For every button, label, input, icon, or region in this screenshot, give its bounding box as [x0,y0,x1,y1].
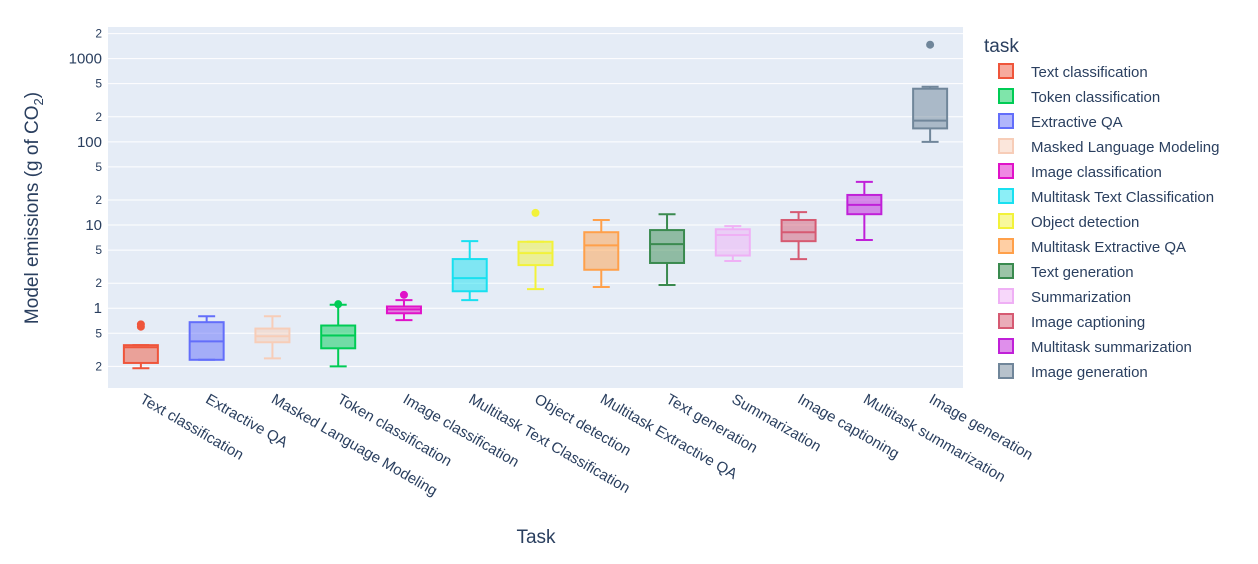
legend: task Text classification Token classifica… [984,36,1219,381]
outlier-point [136,320,145,329]
box-token-classification [320,300,357,368]
legend-item[interactable]: Token classification [998,88,1160,106]
legend-swatch [998,363,1014,379]
legend-item[interactable]: Text generation [998,263,1134,281]
box-image-classification [385,290,422,322]
legend-label: Extractive QA [1031,114,1123,131]
box-iqr [122,344,159,364]
legend-item[interactable]: Text classification [998,63,1148,81]
y-tick-label: 2 [95,276,102,290]
box-text-classification [122,320,159,370]
y-tick-label: 2 [95,193,102,207]
legend-swatch [998,163,1014,179]
legend-label: Image generation [1031,364,1148,381]
box-iqr [583,231,620,271]
legend-label: Image classification [1031,164,1162,181]
plot-area [108,27,963,388]
box-iqr [451,258,488,293]
legend-label: Masked Language Modeling [1031,139,1219,156]
box-extractive-qa [188,315,225,361]
y-axis-title-subscript: 2 [31,98,46,105]
legend-label: Multitask summarization [1031,339,1192,356]
legend-item[interactable]: Extractive QA [998,113,1123,131]
y-axis-title: Model emissions (g of CO2) [22,92,46,324]
y-tick-label: 5 [95,77,102,91]
box-iqr [780,218,817,243]
box-object-detection [517,208,554,291]
legend-label: Summarization [1031,289,1131,306]
x-axis-title: Task [516,527,556,548]
y-tick-label: 5 [95,160,102,174]
legend-item[interactable]: Object detection [998,213,1139,231]
box-text-generation [649,213,686,287]
legend-title: task [984,36,1019,57]
legend-swatch [998,288,1014,304]
y-tick-label: 5 [95,326,102,340]
legend-label: Image captioning [1031,314,1145,331]
box-iqr [714,228,751,257]
legend-swatch [998,113,1014,129]
legend-swatch [998,88,1014,104]
box-summarization [714,225,751,262]
box-image-captioning [780,211,817,261]
legend-item[interactable]: Image classification [998,163,1162,181]
legend-item[interactable]: Image generation [998,363,1148,381]
legend-swatch [998,138,1014,154]
y-tick-label: 10 [85,217,102,234]
box-iqr [912,87,949,130]
legend-label: Token classification [1031,89,1160,106]
box-iqr [320,324,357,350]
box-image-generation [912,40,949,143]
legend-swatch [998,238,1014,254]
legend-item[interactable]: Summarization [998,288,1131,306]
legend-swatch [998,213,1014,229]
outlier-point [926,40,935,49]
legend-item[interactable]: Image captioning [998,313,1145,331]
box-multitask-extractive-qa [583,218,620,289]
legend-label: Text generation [1031,264,1134,281]
y-tick-label: 100 [77,134,102,151]
y-axis-ticks: 2 5 1 2 5 10 2 5 100 2 5 1000 2 [69,27,103,374]
box-multitask-text-classification [451,240,488,302]
y-tick-label: 1 [94,300,102,317]
y-tick-label: 1000 [69,51,102,68]
y-tick-label: 2 [95,359,102,373]
legend-swatch [998,188,1014,204]
outlier-point [334,300,343,309]
legend-item[interactable]: Masked Language Modeling [998,138,1219,156]
legend-label: Object detection [1031,214,1139,231]
box-masked-language-modeling [254,315,291,360]
legend-item[interactable]: Multitask Text Classification [998,188,1214,206]
legend-swatch [998,313,1014,329]
legend-swatch [998,338,1014,354]
legend-label: Multitask Text Classification [1031,189,1214,206]
legend-swatch [998,263,1014,279]
y-tick-label: 2 [95,110,102,124]
legend-label: Multitask Extractive QA [1031,239,1186,256]
outlier-point [399,290,408,299]
legend-item[interactable]: Multitask summarization [998,338,1192,356]
box-multitask-summarization [846,180,883,242]
y-tick-label: 2 [95,27,102,41]
box-iqr [649,229,686,264]
y-tick-label: 5 [95,243,102,257]
legend-item[interactable]: Multitask Extractive QA [998,238,1186,256]
legend-swatch [998,63,1014,79]
outlier-point [531,208,540,217]
x-tick-label: Image classification [400,391,522,471]
boxes [122,40,949,370]
legend-label: Text classification [1031,64,1148,81]
